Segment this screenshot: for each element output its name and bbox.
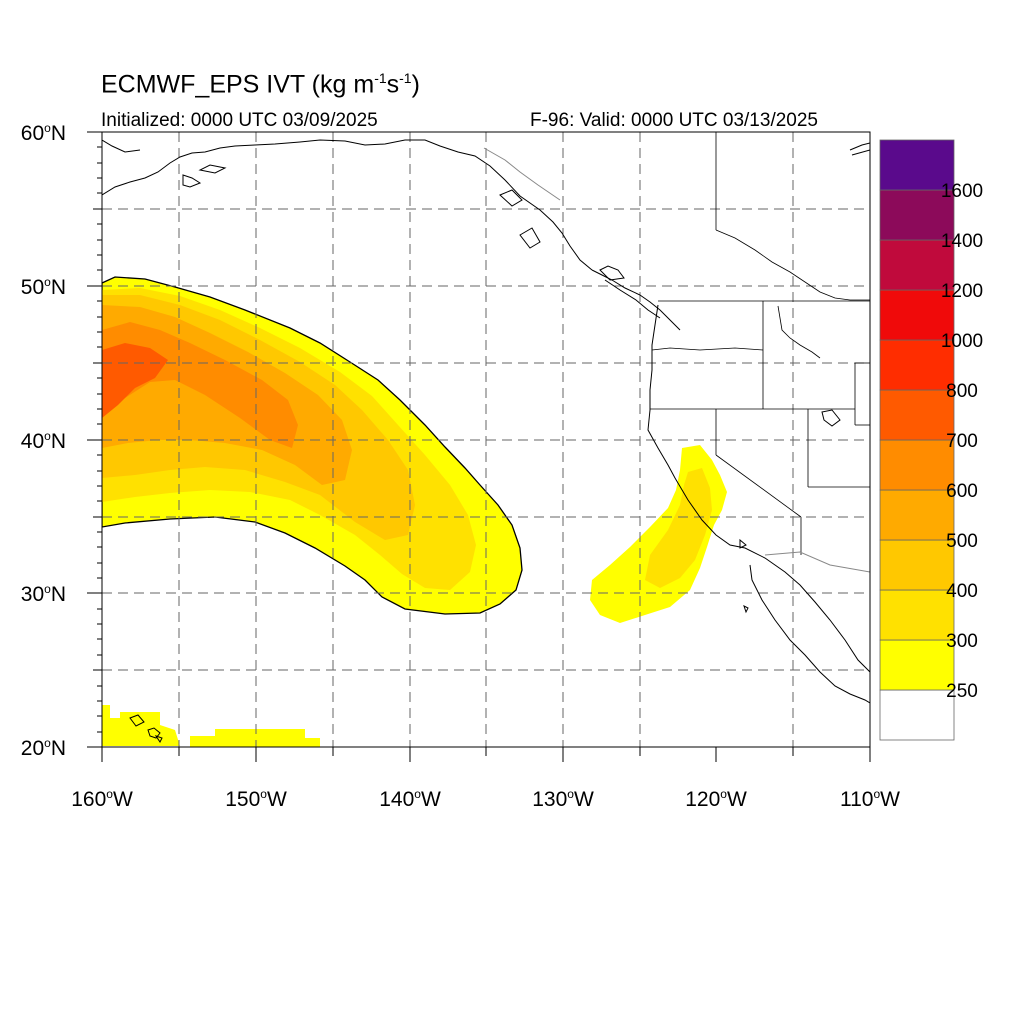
- colorbar-label: 1200: [941, 281, 983, 302]
- colorbar-swatch: [879, 489, 955, 541]
- colorbar-swatch: [879, 189, 955, 241]
- colorbar-swatch: [879, 239, 955, 291]
- colorbar-swatch: [879, 339, 955, 391]
- colorbar-label: 1600: [941, 181, 983, 202]
- ivt-250-region-offshore: [590, 445, 727, 623]
- colorbar-label: 250: [946, 681, 978, 702]
- colorbar-swatch: [879, 389, 955, 441]
- colorbar-label: 600: [946, 481, 978, 502]
- colorbar-label: 700: [946, 431, 978, 452]
- colorbar-swatch: [879, 439, 955, 491]
- colorbar: 250 300 400 500 600 700 800 1000 1200 1400 1600: [879, 139, 983, 741]
- colorbar-label: 300: [946, 631, 978, 652]
- longitude-labels: 160oW 150oW 140oW 130oW 120oW 110oW: [71, 787, 900, 811]
- ivt-300-region-offshore: [645, 468, 712, 588]
- ivt-shading: [102, 276, 727, 747]
- coastlines: [102, 139, 870, 743]
- colorbar-label: 400: [946, 581, 978, 602]
- colorbar-swatch: [879, 639, 955, 691]
- lon-label-130w: 130oW: [532, 787, 594, 811]
- ivt-250-region-hawaii: [102, 705, 320, 747]
- lon-label-120w: 120oW: [685, 787, 747, 811]
- latitude-labels: 60oN 50oN 40oN 30oN 20oN: [21, 121, 66, 760]
- colorbar-swatch: [879, 539, 955, 591]
- ivt-700-region: [102, 343, 168, 418]
- colorbar-swatch: [879, 589, 955, 641]
- mexico-border: [483, 147, 870, 573]
- graticule: [102, 132, 870, 747]
- colorbar-label: 1400: [941, 231, 983, 252]
- lon-label-110w: 110oW: [840, 787, 900, 811]
- lat-label-60n: 60oN: [21, 121, 66, 145]
- axis-ticks: [87, 131, 871, 762]
- lon-label-140w: 140oW: [379, 787, 441, 811]
- map-title: ECMWF_EPS IVT (kg m-1s-1): [101, 70, 420, 99]
- colorbar-label: 1000: [941, 331, 983, 352]
- colorbar-swatch: [879, 139, 955, 191]
- lat-label-40n: 40oN: [21, 429, 66, 453]
- lon-label-150w: 150oW: [225, 787, 287, 811]
- valid-time: F-96: Valid: 0000 UTC 03/13/2025: [530, 110, 818, 131]
- initialized-time: Initialized: 0000 UTC 03/09/2025: [101, 110, 378, 131]
- lat-label-20n: 20oN: [21, 736, 66, 760]
- lat-label-50n: 50oN: [21, 275, 66, 299]
- colorbar-swatch: [879, 689, 955, 741]
- lon-label-160w: 160oW: [71, 787, 133, 811]
- colorbar-swatch: [879, 289, 955, 341]
- colorbar-label: 500: [946, 531, 978, 552]
- lat-label-30n: 30oN: [21, 582, 66, 606]
- axis-minor-ticks: [97, 146, 102, 733]
- borders: [650, 132, 870, 555]
- colorbar-label: 800: [946, 381, 978, 402]
